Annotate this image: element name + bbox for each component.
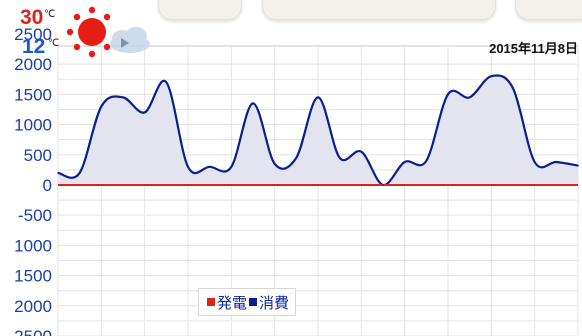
consumption-point — [360, 150, 363, 153]
y-tick-label: 0 — [43, 176, 52, 195]
consumption-point — [78, 172, 81, 174]
top-tab[interactable] — [158, 0, 242, 20]
consumption-point — [230, 166, 233, 168]
legend-swatch-generation — [207, 298, 215, 306]
consumption-point — [533, 161, 536, 163]
temp-low: 12 — [22, 35, 46, 58]
consumption-point — [555, 161, 558, 163]
y-axis-ticks: 2500 2000 1500 1000 -500 0 500 1000 1500 2000 2500 — [14, 25, 52, 336]
temp-high: 30 — [20, 6, 44, 29]
y-tick-label: -500 — [18, 206, 52, 225]
date-label: 2015年11月8日 — [489, 41, 578, 56]
y-tick-label: 1000 — [14, 236, 52, 255]
y-tick-label: 1500 — [14, 85, 52, 104]
temp-high-unit: ℃ — [44, 9, 56, 20]
consumption-point — [295, 156, 298, 159]
weather-panel: 30 ℃ 12 ℃ — [0, 0, 160, 62]
top-tab[interactable] — [515, 0, 582, 20]
consumption-point — [468, 96, 471, 99]
consumption-point — [447, 93, 449, 96]
consumption-point — [403, 161, 406, 163]
top-tab[interactable] — [262, 0, 496, 20]
legend-label-consumption: 消費 — [259, 294, 290, 312]
consumption-point — [317, 96, 319, 99]
consumption-point — [143, 111, 146, 114]
consumption-point — [273, 163, 276, 165]
y-tick-label: 2500 — [14, 327, 52, 336]
consumption-point — [425, 159, 428, 162]
consumption-point — [57, 172, 59, 174]
temp-low-unit: ℃ — [48, 38, 60, 49]
y-tick-label: 2000 — [14, 55, 52, 74]
y-tick-label: 1000 — [14, 116, 52, 135]
consumption-point — [490, 75, 493, 78]
consumption-point — [252, 102, 254, 105]
consumption-point — [100, 105, 103, 108]
chart-legend: 発電 消費 — [198, 288, 297, 316]
y-tick-label: 1500 — [14, 267, 52, 286]
consumption-point — [165, 81, 168, 84]
sun-partly-cloudy-icon — [66, 6, 150, 58]
consumption-point — [122, 96, 124, 99]
consumption-point — [577, 164, 579, 167]
y-tick-label: 2000 — [14, 297, 52, 316]
consumption-point — [208, 166, 211, 168]
legend-swatch-consumption — [249, 298, 258, 306]
consumption-point — [382, 184, 384, 186]
legend-label-generation: 発電 — [217, 294, 248, 312]
consumption-point — [512, 87, 514, 90]
y-tick-label: 2500 — [14, 25, 52, 44]
y-tick-label: 500 — [24, 146, 52, 165]
consumption-point — [338, 156, 341, 159]
top-tab-strip — [0, 0, 582, 22]
consumption-point — [187, 166, 189, 168]
consumption-area-fill — [58, 75, 578, 186]
